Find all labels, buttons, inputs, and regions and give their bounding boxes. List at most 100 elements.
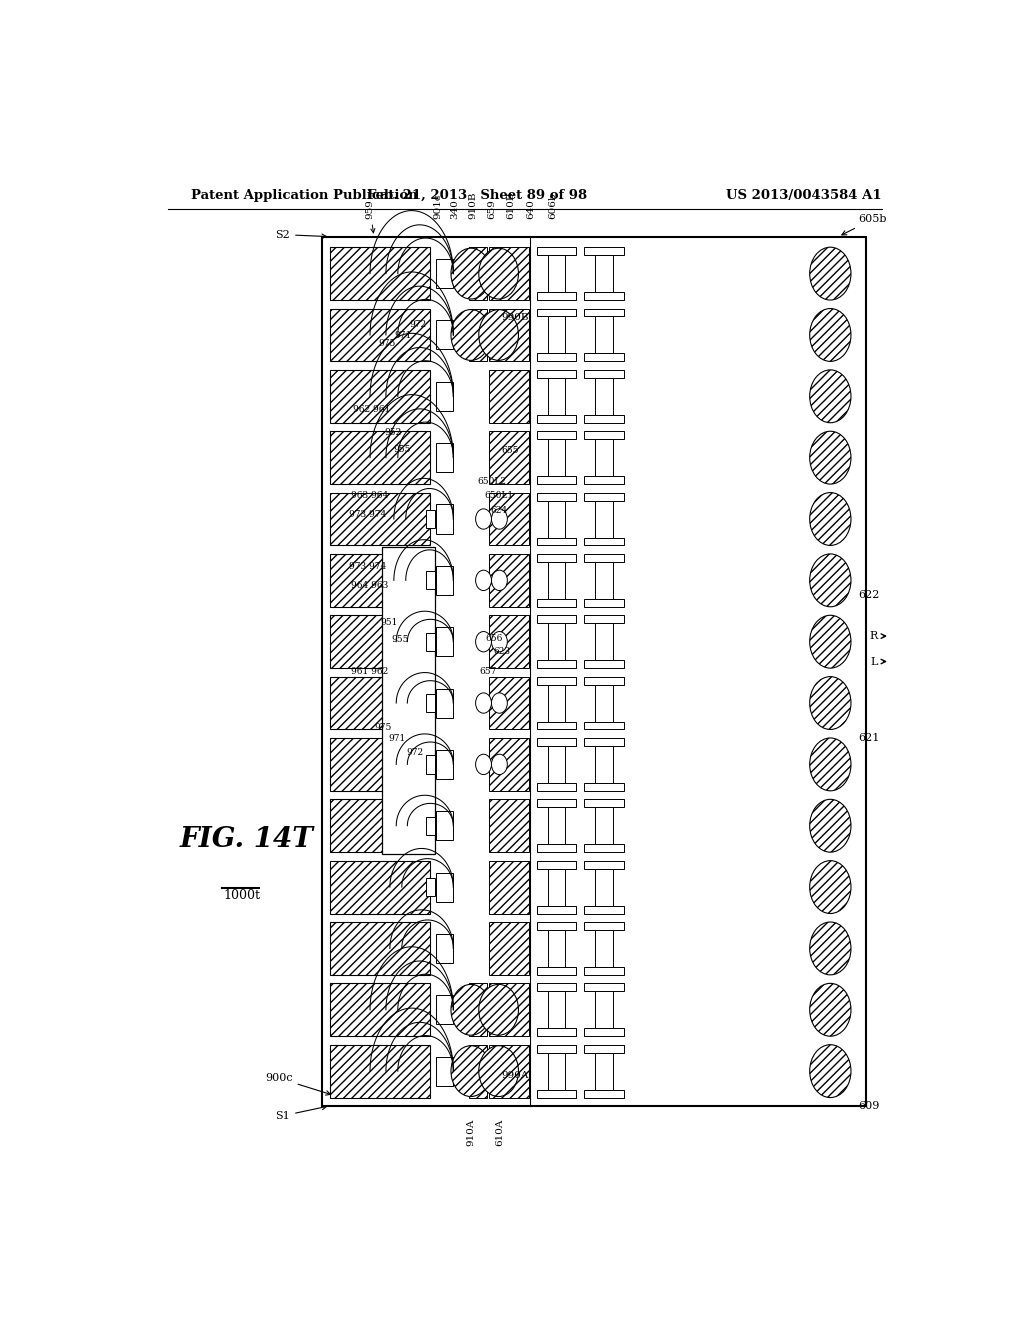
- Bar: [537, 968, 577, 975]
- Bar: [436, 689, 454, 718]
- Bar: [595, 685, 613, 722]
- Bar: [537, 615, 577, 623]
- Bar: [585, 1028, 624, 1036]
- Bar: [426, 755, 435, 774]
- Bar: [585, 247, 624, 255]
- Bar: [548, 623, 565, 660]
- Text: 961 962: 961 962: [351, 667, 388, 676]
- Text: 624: 624: [489, 506, 507, 515]
- Bar: [537, 783, 577, 791]
- Bar: [436, 504, 454, 533]
- Bar: [585, 783, 624, 791]
- Circle shape: [475, 508, 492, 529]
- Circle shape: [492, 754, 507, 775]
- Circle shape: [810, 554, 851, 607]
- Bar: [548, 500, 565, 537]
- Bar: [331, 800, 430, 853]
- Text: FIG. 14T: FIG. 14T: [179, 826, 313, 853]
- Bar: [595, 869, 613, 906]
- Bar: [469, 309, 486, 362]
- Bar: [537, 309, 577, 317]
- Bar: [585, 599, 624, 607]
- Bar: [595, 317, 613, 354]
- Bar: [469, 1044, 486, 1097]
- Bar: [585, 845, 624, 853]
- Bar: [537, 554, 577, 562]
- Text: 1000t: 1000t: [223, 888, 260, 902]
- Bar: [331, 921, 430, 975]
- Bar: [436, 750, 454, 779]
- Circle shape: [492, 631, 507, 652]
- Circle shape: [810, 370, 851, 422]
- Circle shape: [475, 693, 492, 713]
- Text: 975: 975: [374, 723, 391, 733]
- Bar: [537, 599, 577, 607]
- Bar: [548, 929, 565, 968]
- Bar: [585, 554, 624, 562]
- Circle shape: [810, 921, 851, 975]
- Bar: [469, 983, 486, 1036]
- Text: L: L: [870, 656, 886, 667]
- Bar: [469, 247, 486, 300]
- Circle shape: [810, 983, 851, 1036]
- Bar: [382, 548, 435, 854]
- Text: 900c: 900c: [265, 1073, 331, 1096]
- Bar: [436, 566, 454, 595]
- Bar: [537, 800, 577, 808]
- Bar: [548, 1052, 565, 1089]
- Bar: [548, 440, 565, 477]
- Bar: [426, 510, 435, 528]
- Bar: [585, 354, 624, 362]
- Bar: [585, 800, 624, 808]
- Text: 971: 971: [394, 331, 412, 339]
- Bar: [331, 432, 430, 484]
- Bar: [489, 492, 528, 545]
- Text: 609: 609: [858, 1101, 880, 1110]
- Circle shape: [492, 693, 507, 713]
- Bar: [489, 370, 528, 422]
- Text: 623: 623: [494, 647, 510, 656]
- Bar: [489, 921, 528, 975]
- Bar: [537, 677, 577, 685]
- Bar: [331, 247, 430, 300]
- Text: 972: 972: [410, 319, 426, 329]
- Bar: [489, 861, 528, 913]
- Text: 963 964: 963 964: [351, 491, 388, 500]
- Bar: [426, 878, 435, 896]
- Bar: [585, 414, 624, 422]
- Text: 955: 955: [391, 635, 409, 644]
- Text: 640: 640: [526, 199, 535, 219]
- Bar: [537, 738, 577, 746]
- Text: 656: 656: [485, 634, 503, 643]
- Bar: [489, 247, 528, 300]
- Text: 973 974: 973 974: [349, 510, 387, 519]
- Bar: [489, 432, 528, 484]
- Bar: [585, 722, 624, 730]
- Text: Patent Application Publication: Patent Application Publication: [191, 189, 418, 202]
- Bar: [426, 572, 435, 590]
- Bar: [331, 861, 430, 913]
- Bar: [585, 537, 624, 545]
- Bar: [537, 906, 577, 913]
- Text: 621: 621: [858, 733, 880, 743]
- Circle shape: [810, 738, 851, 791]
- Bar: [585, 1089, 624, 1097]
- Text: S1: S1: [275, 1105, 327, 1121]
- Bar: [489, 677, 528, 730]
- Text: 910B: 910B: [469, 191, 478, 219]
- Bar: [331, 1044, 430, 1097]
- Bar: [331, 370, 430, 422]
- Circle shape: [810, 247, 851, 300]
- Circle shape: [810, 677, 851, 730]
- Bar: [585, 370, 624, 378]
- Text: 971: 971: [388, 734, 406, 743]
- Bar: [585, 615, 624, 623]
- Bar: [436, 259, 454, 288]
- Bar: [331, 983, 430, 1036]
- Circle shape: [451, 985, 490, 1035]
- Bar: [331, 738, 430, 791]
- Circle shape: [479, 985, 518, 1035]
- Bar: [595, 440, 613, 477]
- Text: 975: 975: [379, 339, 396, 348]
- Bar: [537, 492, 577, 500]
